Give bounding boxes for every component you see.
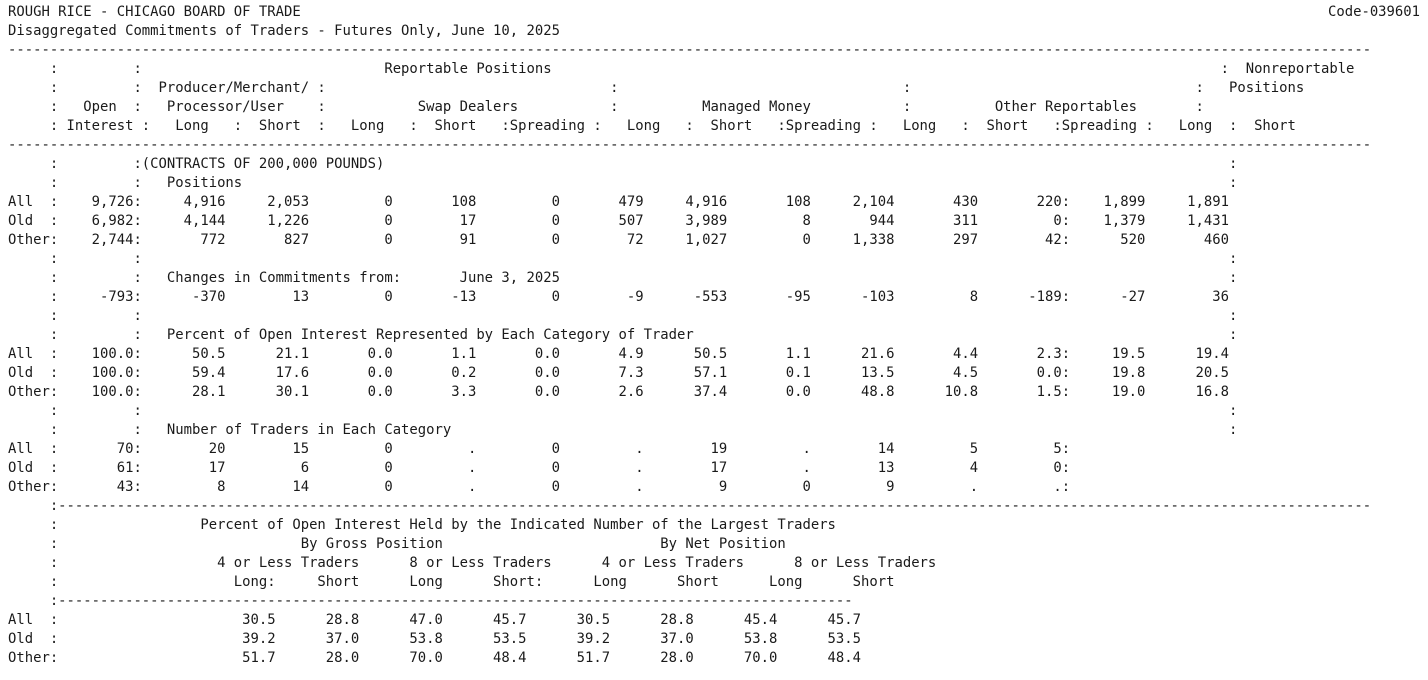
report-line: All : 100.0: 50.5 21.1 0.0 1.1 0.0 4.9 5… bbox=[8, 346, 1229, 362]
report-line: :---------------------------------------… bbox=[8, 498, 1372, 514]
report-line: : : Changes in Commitments from: June 3,… bbox=[8, 270, 1238, 286]
report-body: ----------------------------------------… bbox=[8, 41, 1371, 668]
report-line: Other: 43: 8 14 0 . 0 . 9 0 9 . .: bbox=[8, 479, 1071, 495]
report-line: :---------------------------------------… bbox=[8, 593, 853, 609]
report-line: All : 70: 20 15 0 . 0 . 19 . 14 5 5: bbox=[8, 441, 1071, 457]
subtitle-row: Disaggregated Commitments of Traders - F… bbox=[8, 22, 1420, 41]
report-subtitle: Disaggregated Commitments of Traders - F… bbox=[8, 23, 560, 39]
report-line: : : : bbox=[8, 308, 1238, 324]
report-line: : : Producer/Merchant/ : : : : Positions bbox=[8, 80, 1305, 96]
report-line: : By Gross Position By Net Position bbox=[8, 536, 786, 552]
report-line: Old : 100.0: 59.4 17.6 0.0 0.2 0.0 7.3 5… bbox=[8, 365, 1229, 381]
report-table: ----------------------------------------… bbox=[8, 41, 1371, 668]
report-line: : : Positions : bbox=[8, 175, 1238, 191]
report-title: ROUGH RICE - CHICAGO BOARD OF TRADE bbox=[8, 4, 301, 20]
report-line: All : 30.5 28.8 47.0 45.7 30.5 28.8 45.4… bbox=[8, 612, 862, 628]
report-line: Old : 61: 17 6 0 . 0 . 17 . 13 4 0: bbox=[8, 460, 1071, 476]
report-line: : -793: -370 13 0 -13 0 -9 -553 -95 -103… bbox=[8, 289, 1229, 305]
report-line: All : 9,726: 4,916 2,053 0 108 0 479 4,9… bbox=[8, 194, 1229, 210]
report-line: : : Reportable Positions : Nonreportable bbox=[8, 61, 1355, 77]
report-line: Other: 100.0: 28.1 30.1 0.0 3.3 0.0 2.6 … bbox=[8, 384, 1229, 400]
report-code: Code-039601 bbox=[1328, 4, 1420, 20]
report-line: Old : 6,982: 4,144 1,226 0 17 0 507 3,98… bbox=[8, 213, 1229, 229]
report-line: : Long: Short Long Short: Long Short Lon… bbox=[8, 574, 895, 590]
report-line: : :(CONTRACTS OF 200,000 POUNDS) : bbox=[8, 156, 1238, 172]
report-line: ----------------------------------------… bbox=[8, 42, 1372, 58]
report-line: Other: 51.7 28.0 70.0 48.4 51.7 28.0 70.… bbox=[8, 650, 862, 666]
report-line: : : : bbox=[8, 403, 1238, 419]
report-line: : Percent of Open Interest Held by the I… bbox=[8, 517, 836, 533]
report-line: : Open : Processor/User : Swap Dealers :… bbox=[8, 99, 1204, 115]
report-line: : : Number of Traders in Each Category : bbox=[8, 422, 1238, 438]
title-row: ROUGH RICE - CHICAGO BOARD OF TRADE Code… bbox=[8, 3, 1420, 22]
report-line: ----------------------------------------… bbox=[8, 137, 1372, 153]
report-line: : : Percent of Open Interest Represented… bbox=[8, 327, 1238, 343]
report-line: Old : 39.2 37.0 53.8 53.5 39.2 37.0 53.8… bbox=[8, 631, 862, 647]
report-line: : : : bbox=[8, 251, 1238, 267]
report-line: : 4 or Less Traders 8 or Less Traders 4 … bbox=[8, 555, 937, 571]
report-header: ROUGH RICE - CHICAGO BOARD OF TRADE Code… bbox=[8, 3, 1420, 41]
report-line: : Interest : Long : Short : Long : Short… bbox=[8, 118, 1296, 134]
report-line: Other: 2,744: 772 827 0 91 0 72 1,027 0 … bbox=[8, 232, 1229, 248]
